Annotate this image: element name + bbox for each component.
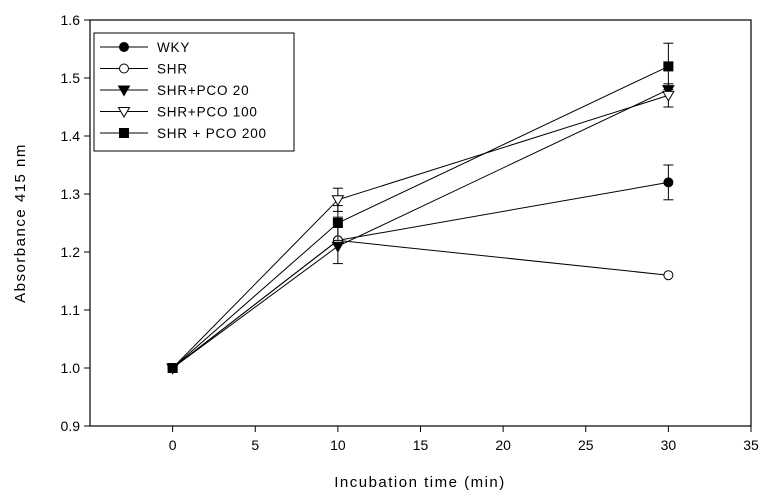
series-group [167, 235, 674, 373]
series-layer [166, 42, 675, 375]
x-tick-label: 20 [495, 437, 511, 453]
data-point [167, 363, 178, 373]
legend-label: SHR + PCO 200 [157, 126, 267, 141]
y-tick-label: 0.9 [61, 418, 81, 434]
legend-label: WKY [157, 40, 190, 55]
x-tick-label: 15 [413, 437, 429, 453]
y-tick-label: 1.0 [61, 360, 81, 376]
legend-label: SHR+PCO 100 [157, 105, 258, 120]
x-tick-label: 35 [743, 437, 759, 453]
data-point [331, 195, 345, 207]
data-point [662, 90, 675, 102]
axis-ticks: 0 5 10 15 20 25 30 35 0.9 1.0 1.1 1.2 1.3 1.4 1.5 1.6 [61, 12, 759, 453]
data-point [663, 177, 674, 188]
data-point [663, 61, 674, 72]
legend-label: SHR [157, 62, 188, 77]
series-group [167, 42, 674, 373]
x-tick-label: 0 [169, 437, 177, 453]
x-tick-label: 25 [578, 437, 594, 453]
y-tick-label: 1.6 [61, 12, 81, 28]
legend: WKY SHR SHR+PCO 20 SHR+PCO 100 SHR + PCO 200 [93, 32, 295, 152]
x-tick-label: 30 [661, 437, 677, 453]
data-point [663, 270, 674, 281]
y-axis-label: Absorbance 415 nm [12, 143, 29, 303]
legend-marker [119, 42, 129, 52]
y-tick-label: 1.4 [61, 128, 81, 144]
x-axis-label: Incubation time (min) [334, 474, 506, 491]
plot-frame [89, 19, 752, 427]
y-tick-label: 1.3 [61, 186, 81, 202]
legend-marker [117, 85, 131, 97]
legend-label: SHR+PCO 20 [157, 83, 249, 98]
data-point [332, 218, 343, 228]
x-tick-label: 10 [330, 437, 346, 453]
legend-marker [117, 107, 131, 118]
series-line [172, 181, 669, 369]
legend-marker [119, 128, 129, 138]
y-tick-label: 1.1 [61, 302, 81, 318]
y-tick-label: 1.5 [61, 70, 81, 86]
legend-marker [119, 63, 129, 74]
y-tick-label: 1.2 [61, 244, 81, 260]
x-tick-label: 5 [251, 437, 259, 453]
series-line [172, 239, 669, 369]
series-group [166, 83, 675, 375]
data-point [331, 241, 345, 253]
series-group [167, 164, 674, 373]
